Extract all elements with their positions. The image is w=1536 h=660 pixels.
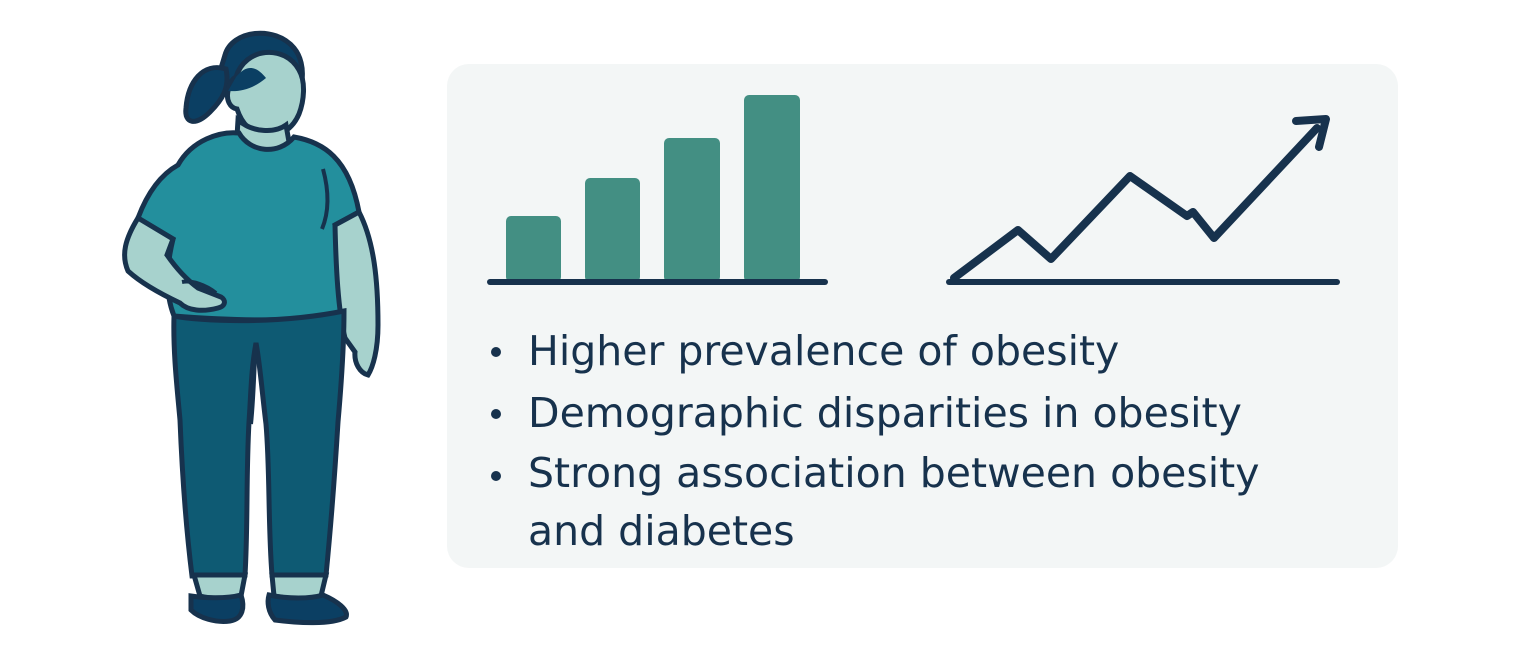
upward-trend-arrow-icon bbox=[946, 115, 1340, 285]
bullet-demographic-disparities: Demographic disparities in obesity bbox=[485, 382, 1365, 444]
bullet-higher-prevalence: Higher prevalence of obesity bbox=[485, 320, 1365, 382]
bullet-obesity-diabetes-association: Strong association between obesity and d… bbox=[485, 444, 1308, 560]
bar-chart-icon bbox=[487, 95, 828, 285]
summary-bullet-list: Higher prevalence of obesity Demographic… bbox=[485, 320, 1365, 560]
standing-person-icon bbox=[122, 30, 381, 626]
content-panel: Higher prevalence of obesity Demographic… bbox=[447, 64, 1398, 568]
